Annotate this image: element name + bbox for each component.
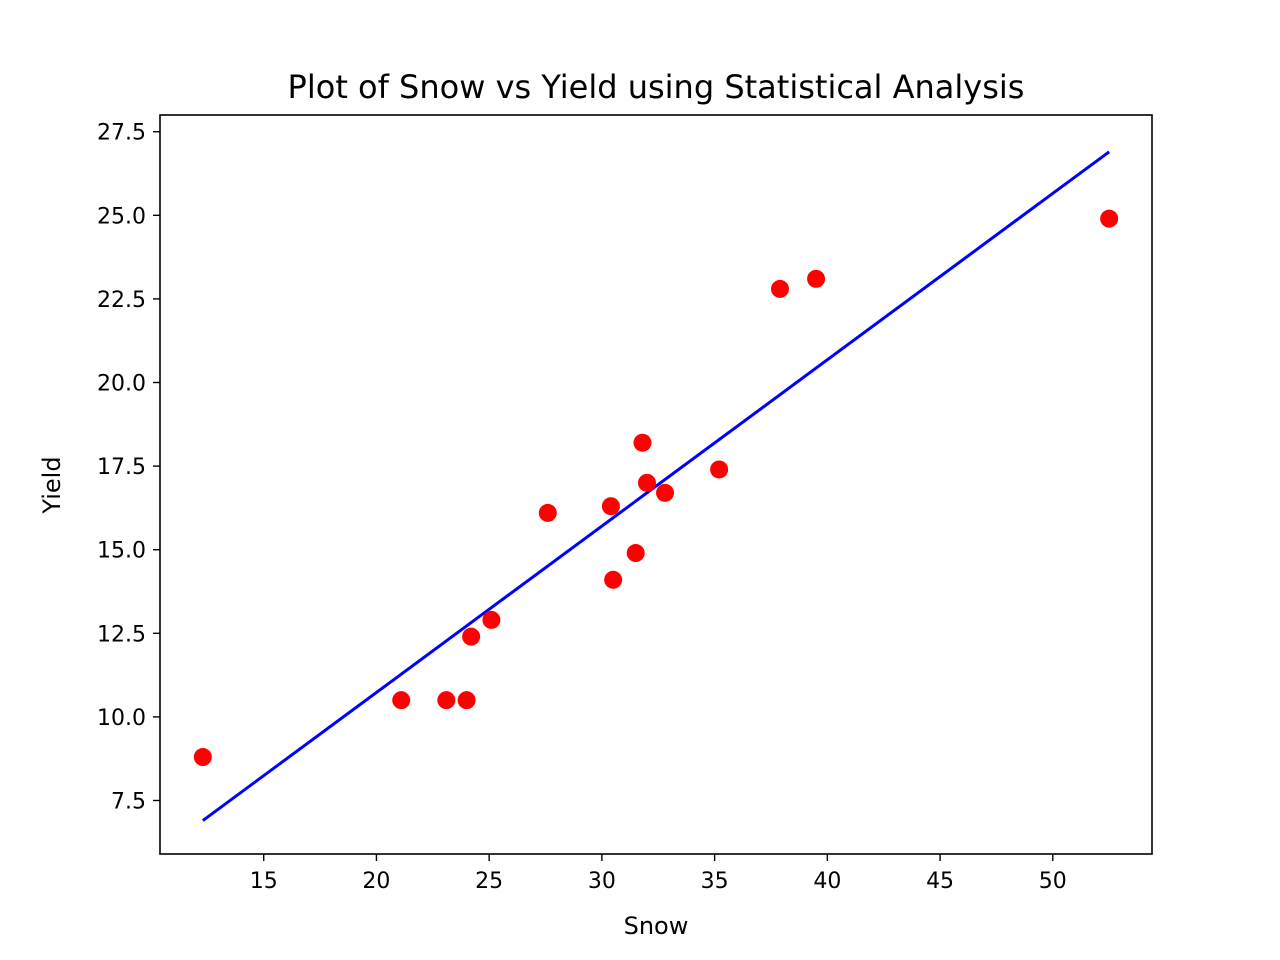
scatter-point [637, 473, 656, 492]
y-tick-label: 17.5 [97, 455, 146, 480]
y-tick-label: 25.0 [97, 204, 146, 229]
y-tick-label: 27.5 [97, 121, 146, 146]
y-axis-ticks: 7.5 10.0 12.5 15.0 17.5 20.0 22.5 25.0 27.5 [97, 121, 160, 814]
x-tick-label: 45 [926, 869, 954, 894]
scatter-point [457, 691, 476, 710]
scatter-point [601, 497, 620, 516]
chart-title: Plot of Snow vs Yield using Statistical … [288, 68, 1025, 106]
x-axis-label: Snow [624, 912, 689, 940]
scatter-point [482, 610, 501, 629]
axes-frame [159, 114, 1153, 855]
x-tick-label: 50 [1039, 869, 1067, 894]
scatter-point [626, 544, 645, 563]
x-tick-label: 25 [475, 869, 503, 894]
x-tick-label: 30 [588, 869, 616, 894]
regression-line-group [201, 150, 1111, 822]
scatter-point [538, 503, 557, 522]
x-tick-label: 15 [250, 869, 278, 894]
scatter-point [771, 279, 789, 298]
scatter-point [437, 691, 456, 710]
y-tick-label: 7.5 [111, 789, 146, 814]
scatter-point [807, 269, 826, 288]
x-tick-label: 40 [813, 869, 841, 894]
scatter-point [392, 691, 411, 710]
scatter-point [633, 433, 652, 452]
scatter-point [462, 627, 481, 646]
x-tick-label: 35 [701, 869, 729, 894]
y-tick-label: 22.5 [97, 288, 146, 313]
regression-line [201, 150, 1111, 822]
y-tick-label: 20.0 [97, 372, 146, 397]
y-tick-label: 15.0 [97, 539, 146, 564]
scatter-points-group [193, 209, 1119, 767]
x-axis-ticks: 15 20 25 30 35 40 45 50 [250, 854, 1067, 894]
scatter-point [656, 483, 675, 502]
y-tick-label: 10.0 [97, 706, 146, 731]
x-tick-label: 20 [362, 869, 390, 894]
scatter-point [604, 570, 623, 589]
scatter-point [193, 748, 212, 767]
scatter-point [710, 460, 729, 479]
y-axis-label: Yield [38, 456, 66, 514]
y-tick-label: 12.5 [97, 622, 146, 647]
scatter-point [1100, 209, 1119, 228]
